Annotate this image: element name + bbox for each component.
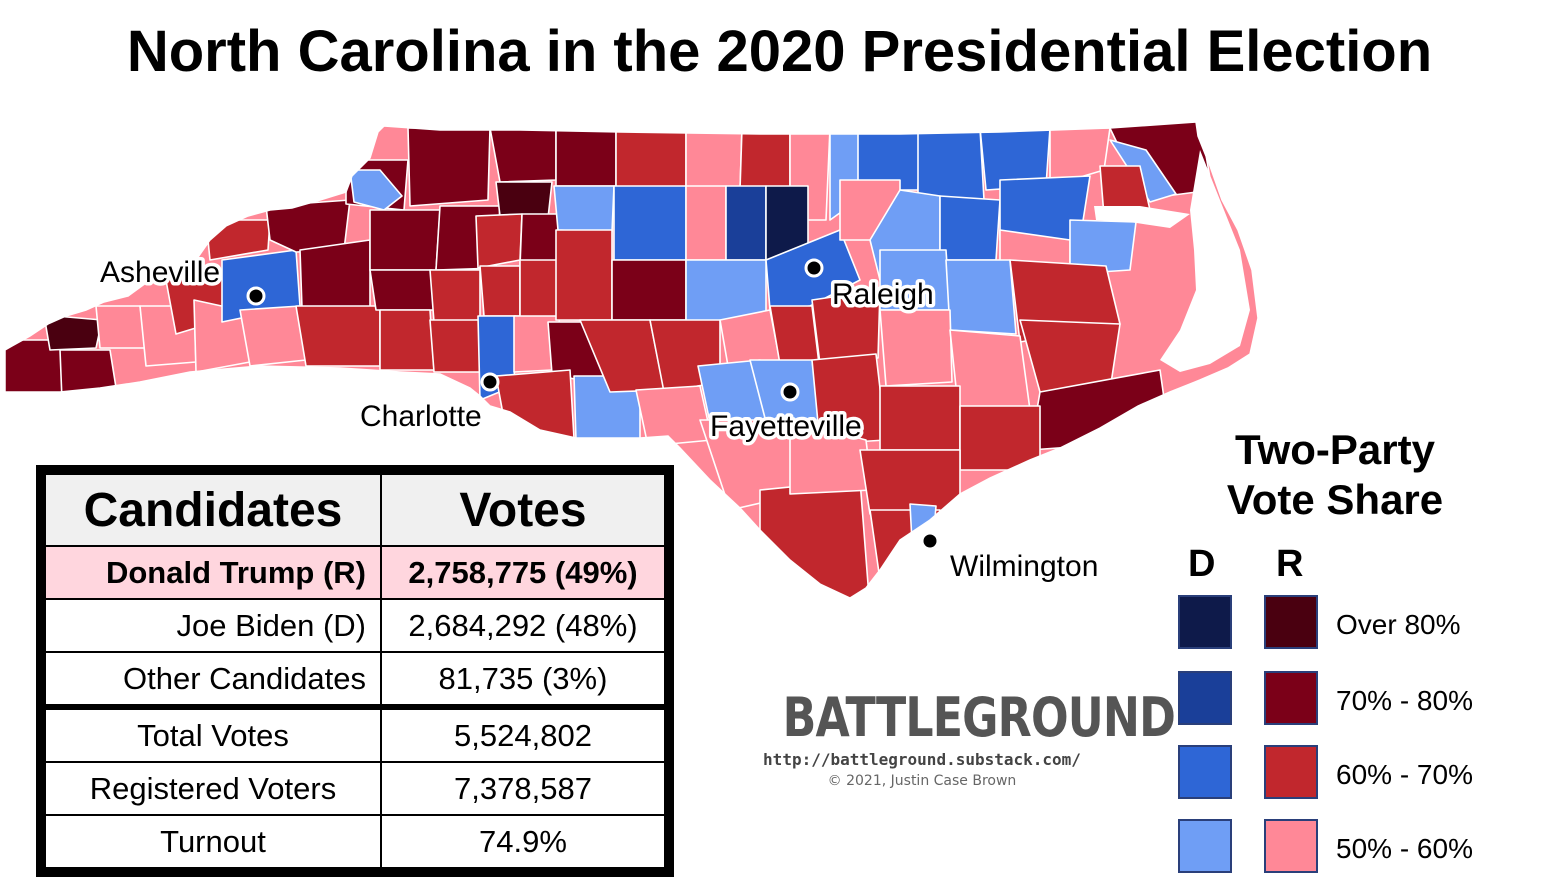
results-table: Candidates Votes Donald Trump (R) 2,758,… [36, 465, 674, 877]
legend-label: 60% - 70% [1336, 759, 1473, 790]
county-region [1069, 219, 1137, 275]
county-region [685, 127, 743, 191]
county-region [553, 185, 615, 233]
city-label: Charlotte [360, 400, 482, 433]
county-region [759, 479, 871, 598]
city-marker-asheville: Asheville [97, 253, 266, 306]
county-region [407, 127, 491, 207]
legend-label: 70% - 80% [1336, 685, 1473, 716]
table-row-summary: Total Votes 5,524,802 [44, 704, 666, 763]
legend-rep-header: R [1276, 543, 1304, 585]
legend-title: Two-Party Vote Share [1170, 425, 1500, 525]
candidate-name: Donald Trump (R) [44, 545, 382, 600]
county-region [719, 309, 781, 367]
county-region [739, 127, 791, 191]
page-title: North Carolina in the 2020 Presidential … [126, 19, 1433, 84]
county-region [615, 127, 687, 191]
legend-swatch-dem [1178, 595, 1232, 649]
table-row-summary: Registered Voters 7,378,587 [44, 761, 666, 816]
summary-label: Total Votes [44, 704, 382, 763]
summary-value: 74.9% [380, 814, 666, 869]
city-marker-wilmington: Wilmington [920, 531, 1102, 587]
county-region [95, 305, 147, 349]
summary-value: 5,524,802 [380, 704, 666, 763]
city-label: Raleigh [832, 278, 934, 311]
candidate-name: Joe Biden (D) [44, 598, 382, 653]
county-region [43, 314, 103, 351]
summary-label: Turnout [44, 814, 382, 869]
summary-value: 7,378,587 [380, 761, 666, 816]
county-region [879, 309, 953, 387]
county-region [725, 185, 767, 261]
logo-wordmark: BATTLEGROUND [782, 686, 1176, 749]
legend-swatch-rep [1264, 671, 1318, 725]
header-candidates: Candidates [44, 473, 382, 547]
table-row-summary: Turnout 74.9% [44, 814, 666, 869]
county-region [295, 305, 381, 367]
candidate-votes: 2,758,775 (49%) [380, 545, 666, 600]
battleground-logo: BATTLEGROUND http://battleground.substac… [752, 686, 1176, 790]
county-region [685, 185, 727, 261]
county-region [475, 213, 523, 269]
summary-label: Registered Voters [44, 761, 382, 816]
city-marker-charlotte: Charlotte [357, 372, 500, 437]
county-region [239, 305, 307, 367]
county-region [917, 127, 985, 201]
header-votes: Votes [380, 473, 666, 547]
legend-label: 50% - 60% [1336, 833, 1473, 864]
legend-swatch-rep [1264, 819, 1318, 873]
candidate-votes: 2,684,292 (48%) [380, 598, 666, 653]
legend-swatch-dem [1178, 745, 1232, 799]
county-region [811, 289, 881, 365]
table-row-winner: Donald Trump (R) 2,758,775 (49%) [44, 545, 666, 600]
legend-label: Over 80% [1336, 609, 1461, 640]
albemarle-sound [1094, 206, 1190, 228]
nc-outline [4, 121, 1259, 599]
county-region [379, 309, 435, 371]
county-region [349, 169, 403, 211]
county-region [479, 265, 521, 317]
pamlico-sound [1160, 150, 1250, 372]
county-region [59, 349, 119, 401]
candidate-name: Other Candidates [44, 651, 382, 708]
city-marker-raleigh: Raleigh [804, 258, 937, 315]
county-region [369, 269, 435, 311]
city-label: Asheville [100, 256, 220, 289]
county-region [613, 185, 687, 261]
county-region [611, 259, 687, 321]
legend-title-line1: Two-Party [1235, 426, 1435, 473]
legend-swatch-rep [1264, 595, 1318, 649]
table-row: Joe Biden (D) 2,684,292 (48%) [44, 598, 666, 653]
county-region [299, 239, 371, 311]
candidate-votes: 81,735 (3%) [380, 651, 666, 708]
logo-url: http://battleground.substack.com/ [763, 750, 1081, 769]
county-region [939, 195, 1001, 261]
logo-copyright: © 2021, Justin Case Brown [827, 773, 1017, 789]
county-region [555, 127, 617, 187]
county-region [369, 209, 441, 271]
county-region [879, 385, 961, 451]
city-marker-fayetteville: Fayetteville [707, 382, 865, 447]
city-label: Wilmington [950, 550, 1098, 583]
county-region [949, 329, 1031, 411]
legend-title-line2: Vote Share [1226, 476, 1444, 523]
county-region [495, 181, 553, 219]
legend-swatch-rep [1264, 745, 1318, 799]
legend-swatch-dem [1178, 819, 1232, 873]
county-region [489, 127, 557, 183]
legend-dem-header: D [1188, 543, 1216, 585]
vote-share-legend: Two-Party Vote Share D R Over 80% 70% - … [1170, 425, 1530, 873]
county-region [555, 229, 613, 321]
legend-swatch-dem [1178, 671, 1232, 725]
city-label: Fayetteville [710, 410, 862, 443]
county-region [429, 269, 481, 323]
county-region [945, 259, 1017, 335]
table-row: Other Candidates 81,735 (3%) [44, 651, 666, 708]
